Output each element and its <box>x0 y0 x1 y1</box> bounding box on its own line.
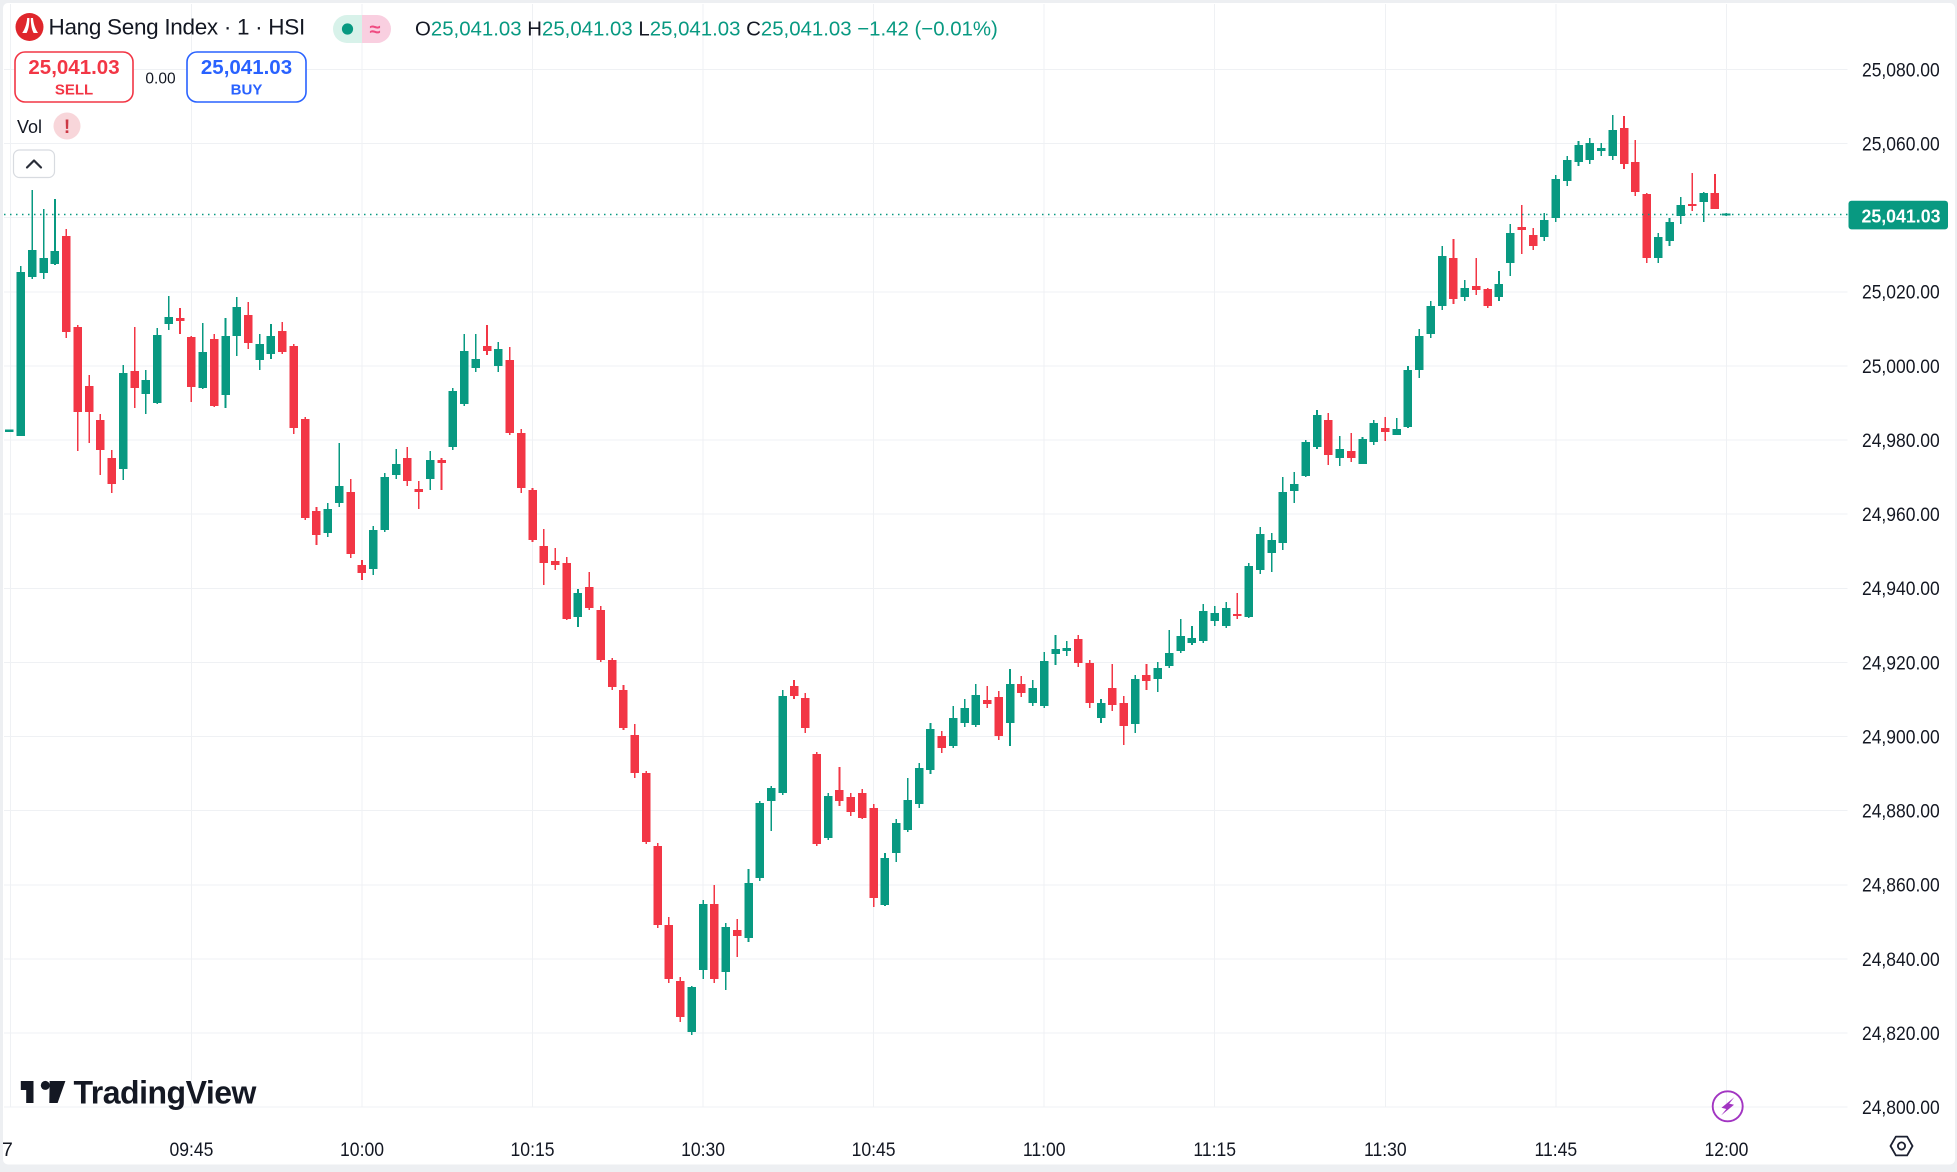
svg-text:25,080.00: 25,080.00 <box>1862 59 1940 81</box>
svg-text:10:15: 10:15 <box>511 1138 555 1160</box>
svg-text:11:15: 11:15 <box>1193 1138 1236 1160</box>
svg-text:25,060.00: 25,060.00 <box>1862 133 1940 155</box>
svg-text:25,041.03: 25,041.03 <box>1862 206 1941 226</box>
svg-text:24,960.00: 24,960.00 <box>1862 503 1940 525</box>
svg-text:12:00: 12:00 <box>1704 1138 1748 1160</box>
svg-text:TradingView: TradingView <box>74 1075 257 1111</box>
svg-text:25,041.03: 25,041.03 <box>28 56 119 79</box>
svg-text:24,860.00: 24,860.00 <box>1862 874 1940 896</box>
svg-text:24,800.00: 24,800.00 <box>1862 1096 1940 1118</box>
svg-text:24,820.00: 24,820.00 <box>1862 1022 1940 1044</box>
svg-text:11:45: 11:45 <box>1534 1138 1577 1160</box>
svg-text:11:00: 11:00 <box>1023 1138 1066 1160</box>
svg-text:24,840.00: 24,840.00 <box>1862 948 1940 970</box>
svg-text:25,020.00: 25,020.00 <box>1862 281 1940 303</box>
svg-text:!: ! <box>64 117 70 138</box>
svg-text:Hang Seng Index · 1 · HSI: Hang Seng Index · 1 · HSI <box>49 15 305 40</box>
svg-text:25,000.00: 25,000.00 <box>1862 355 1940 377</box>
svg-text:BUY: BUY <box>231 82 263 99</box>
svg-text:10:45: 10:45 <box>852 1138 896 1160</box>
svg-text:10:00: 10:00 <box>340 1138 384 1160</box>
svg-text:11:30: 11:30 <box>1364 1138 1407 1160</box>
svg-text:Vol: Vol <box>17 117 42 137</box>
svg-text:10:30: 10:30 <box>681 1138 725 1160</box>
svg-text:09:45: 09:45 <box>169 1138 213 1160</box>
svg-text:0.00: 0.00 <box>145 71 176 88</box>
svg-text:SELL: SELL <box>55 82 93 99</box>
svg-text:≈: ≈ <box>370 19 381 41</box>
svg-text:25,041.03: 25,041.03 <box>201 56 292 79</box>
svg-text:24,920.00: 24,920.00 <box>1862 652 1940 674</box>
svg-text:24,940.00: 24,940.00 <box>1862 578 1940 600</box>
svg-text:24,880.00: 24,880.00 <box>1862 800 1940 822</box>
svg-text:O25,041.03 H25,041.03 L25,041.: O25,041.03 H25,041.03 L25,041.03 C25,041… <box>415 18 998 40</box>
svg-text:24,900.00: 24,900.00 <box>1862 726 1940 748</box>
svg-text:7: 7 <box>2 1139 13 1161</box>
svg-text:24,980.00: 24,980.00 <box>1862 429 1940 451</box>
